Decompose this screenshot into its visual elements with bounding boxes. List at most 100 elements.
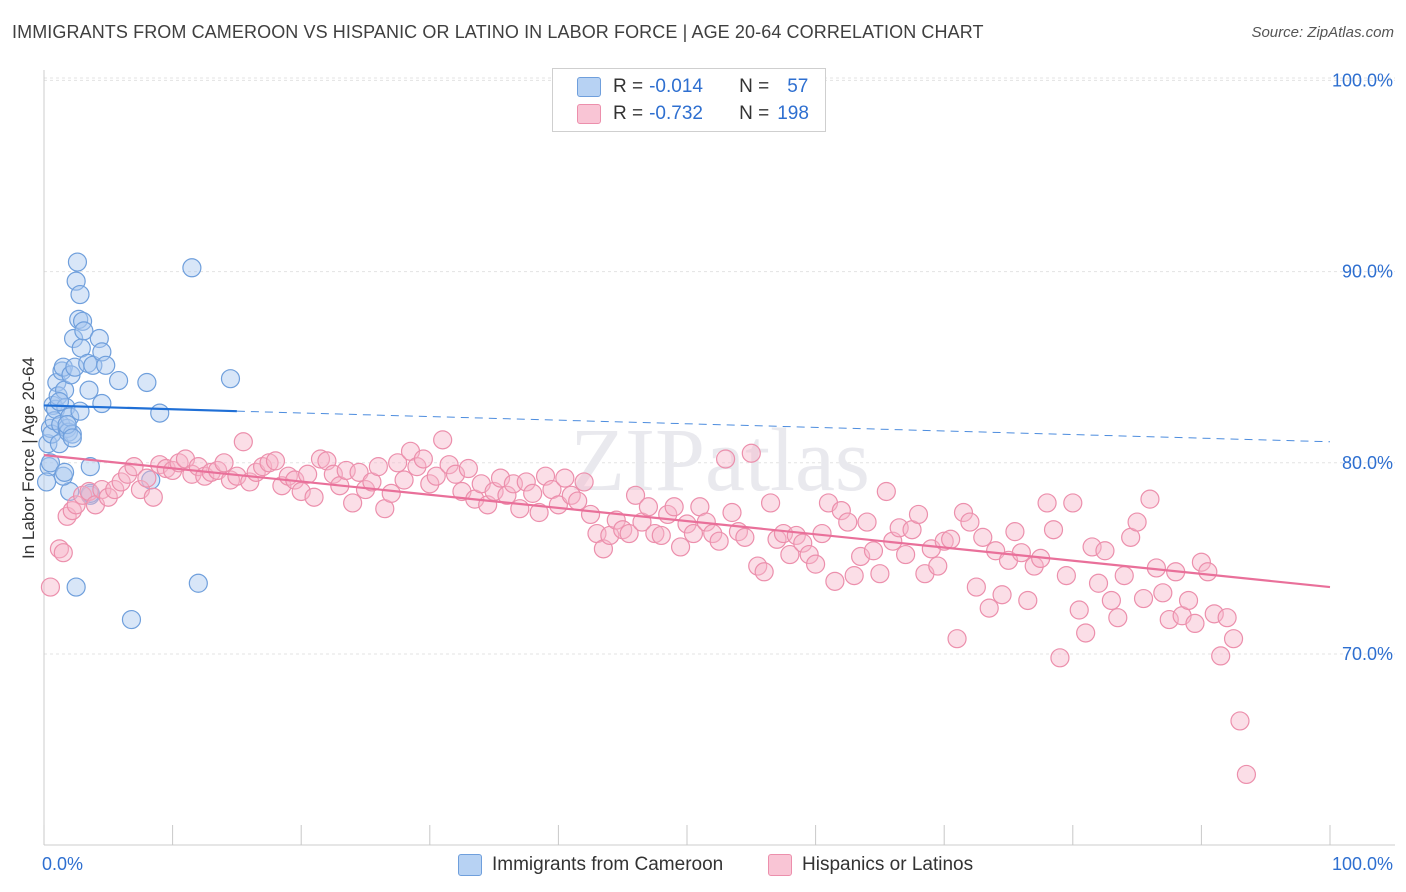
point-blue: [53, 357, 73, 377]
point-pink: [793, 533, 813, 553]
point-pink: [1018, 590, 1038, 611]
point-pink: [516, 472, 536, 492]
point-pink: [111, 472, 131, 492]
point-pink: [606, 510, 626, 530]
point-pink: [1185, 613, 1205, 634]
point-pink: [1127, 512, 1147, 532]
point-pink: [1095, 541, 1115, 561]
point-pink: [805, 554, 826, 574]
point-blue: [92, 393, 112, 414]
y-tick-label: 70.0%: [1342, 644, 1393, 664]
point-pink: [233, 432, 253, 452]
point-pink: [1076, 623, 1096, 643]
point-pink: [709, 531, 729, 551]
point-blue: [188, 573, 208, 593]
point-pink: [40, 577, 61, 597]
point-blue: [220, 369, 241, 389]
point-blue: [182, 258, 202, 278]
point-pink: [651, 525, 671, 546]
legend-swatch-pink: [577, 104, 601, 124]
point-blue: [67, 252, 88, 272]
series-blue: [36, 252, 241, 630]
point-pink: [722, 502, 742, 523]
point-pink: [1217, 608, 1237, 628]
point-pink: [1204, 604, 1224, 624]
point-blue: [96, 355, 116, 375]
point-pink: [49, 539, 70, 559]
legend-n-value-pink: 198: [777, 103, 809, 124]
series-pink: [40, 430, 1257, 785]
point-pink: [992, 585, 1012, 605]
bottom-legend-swatch-blue: [458, 854, 482, 876]
point-pink: [1114, 566, 1134, 586]
point-pink: [966, 577, 986, 597]
point-pink: [741, 443, 761, 463]
point-pink: [497, 485, 517, 505]
point-pink: [1011, 543, 1031, 563]
point-blue: [137, 372, 157, 393]
point-blue: [54, 462, 75, 482]
point-pink: [407, 457, 427, 477]
y-axis-label: In Labor Force | Age 20-64: [19, 357, 38, 559]
point-blue: [63, 328, 84, 349]
point-pink: [664, 497, 684, 517]
point-pink: [1088, 573, 1109, 593]
bottom-legend-blue: Immigrants from Cameroon: [458, 852, 723, 878]
ticks-layer: 70.0% 80.0% 90.0% 100.0%: [1332, 70, 1393, 664]
point-pink: [973, 527, 993, 547]
legend-n-value-blue: 57: [787, 76, 809, 97]
point-blue: [62, 428, 82, 448]
point-pink: [638, 497, 659, 517]
point-pink: [1063, 493, 1083, 513]
legend-n-label: N =: [739, 76, 770, 97]
point-pink: [124, 457, 144, 477]
bottom-legend-pink: Hispanics or Latinos: [768, 852, 973, 878]
point-pink: [908, 504, 929, 525]
point-pink: [1069, 600, 1089, 620]
legend: R = -0.014 N = 57 R = -0.732 N = 198: [552, 68, 826, 132]
point-pink: [1082, 537, 1102, 557]
legend-row-pink: R = -0.732 N = 198: [577, 102, 809, 126]
x-axis-right-label: 100.0%: [1332, 854, 1393, 874]
point-pink: [1133, 588, 1154, 609]
point-pink: [979, 598, 999, 618]
trendline-extension-blue: [236, 410, 1331, 443]
point-pink: [1153, 583, 1173, 603]
trendline-blue: [43, 404, 237, 413]
point-pink: [1005, 522, 1025, 542]
point-pink: [304, 487, 324, 507]
y-tick-label: 100.0%: [1332, 70, 1393, 90]
point-blue: [38, 434, 58, 454]
legend-r-value-blue: -0.014: [649, 76, 703, 97]
point-pink: [555, 468, 575, 488]
point-blue: [49, 392, 70, 412]
point-pink: [838, 512, 858, 532]
point-pink: [799, 544, 819, 565]
point-pink: [735, 527, 755, 547]
point-pink: [214, 453, 234, 473]
point-pink: [876, 481, 896, 502]
point-blue: [150, 403, 170, 423]
point-pink: [1198, 562, 1218, 582]
trendline-pink: [43, 454, 1331, 589]
point-blue: [66, 577, 86, 597]
point-pink: [941, 529, 961, 549]
point-pink: [349, 462, 369, 482]
legend-n-label: N =: [739, 103, 770, 124]
point-pink: [529, 502, 549, 523]
point-pink: [715, 449, 736, 469]
point-pink: [760, 493, 781, 513]
axes-layer: [43, 70, 1395, 846]
point-pink: [433, 430, 453, 450]
trend-layer: [43, 404, 1331, 589]
point-pink: [1043, 520, 1064, 540]
point-pink: [1140, 489, 1160, 509]
point-pink: [580, 504, 601, 525]
point-pink: [1211, 646, 1231, 666]
point-blue: [70, 284, 90, 305]
point-pink: [426, 466, 446, 486]
point-blue: [79, 380, 99, 400]
point-pink: [574, 472, 594, 492]
bottom-legend-label-pink: Hispanics or Latinos: [802, 854, 974, 875]
point-pink: [394, 470, 414, 490]
